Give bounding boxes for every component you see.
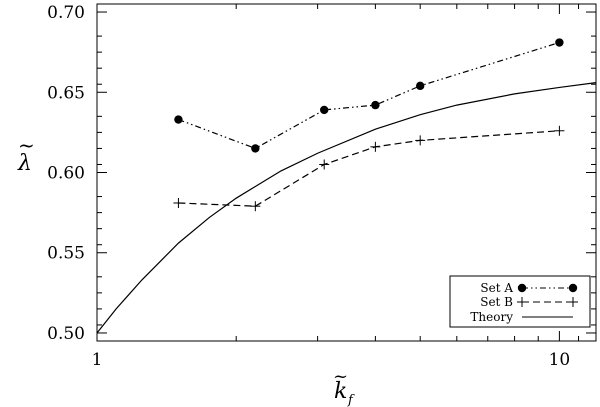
legend-marker-set-a <box>517 283 527 293</box>
data-point-set-a <box>251 144 260 153</box>
x-axis-title: ~ k f <box>333 366 355 407</box>
data-point-set-b <box>370 141 381 152</box>
y-tick-label: 0.50 <box>47 324 85 344</box>
y-tick-label: 0.55 <box>47 244 85 264</box>
x-tick-label: 10 <box>549 350 571 370</box>
series-layer <box>96 38 597 334</box>
series-line-set-a <box>178 41 560 150</box>
data-point-set-a <box>371 100 380 110</box>
ticks: 0.50 0.55 0.60 0.65 0.70 1 10 <box>47 3 597 370</box>
legend-label-theory: Theory <box>470 310 513 324</box>
x-axis-title-subscript: f <box>347 393 355 407</box>
series-set-b <box>173 125 565 212</box>
data-point-set-b <box>250 201 261 212</box>
data-point-set-a <box>415 81 425 91</box>
data-point-set-a <box>319 105 329 115</box>
series-set-a <box>174 38 564 153</box>
legend-marker-set-b <box>517 297 527 307</box>
data-point-set-b <box>554 125 565 136</box>
series-line-theory <box>96 82 597 334</box>
y-tick-label: 0.70 <box>47 3 85 23</box>
data-point-set-b <box>415 135 426 146</box>
data-point-set-a <box>555 38 564 47</box>
data-point-set-b <box>319 159 330 170</box>
series-line-set-b <box>178 130 560 207</box>
series-theory <box>96 82 597 334</box>
legend-label-set-a: Set A <box>480 281 513 295</box>
y-axis-title-tilde: ~ <box>18 133 35 157</box>
y-axis-title: ~ λ <box>17 133 35 176</box>
y-tick-label: 0.60 <box>47 164 85 184</box>
legend-marker-set-a <box>568 283 578 293</box>
data-point-set-b <box>173 197 184 208</box>
legend-marker-set-b <box>568 297 578 307</box>
legend-label-set-b: Set B <box>480 295 513 309</box>
x-axis-title-tilde: ~ <box>333 366 348 387</box>
y-axis-title-text: λ <box>17 151 32 176</box>
x-axis-title-text: k <box>334 379 347 404</box>
data-point-set-a <box>174 115 183 124</box>
x-tick-label: 1 <box>92 350 103 370</box>
y-tick-label: 0.65 <box>47 83 85 103</box>
